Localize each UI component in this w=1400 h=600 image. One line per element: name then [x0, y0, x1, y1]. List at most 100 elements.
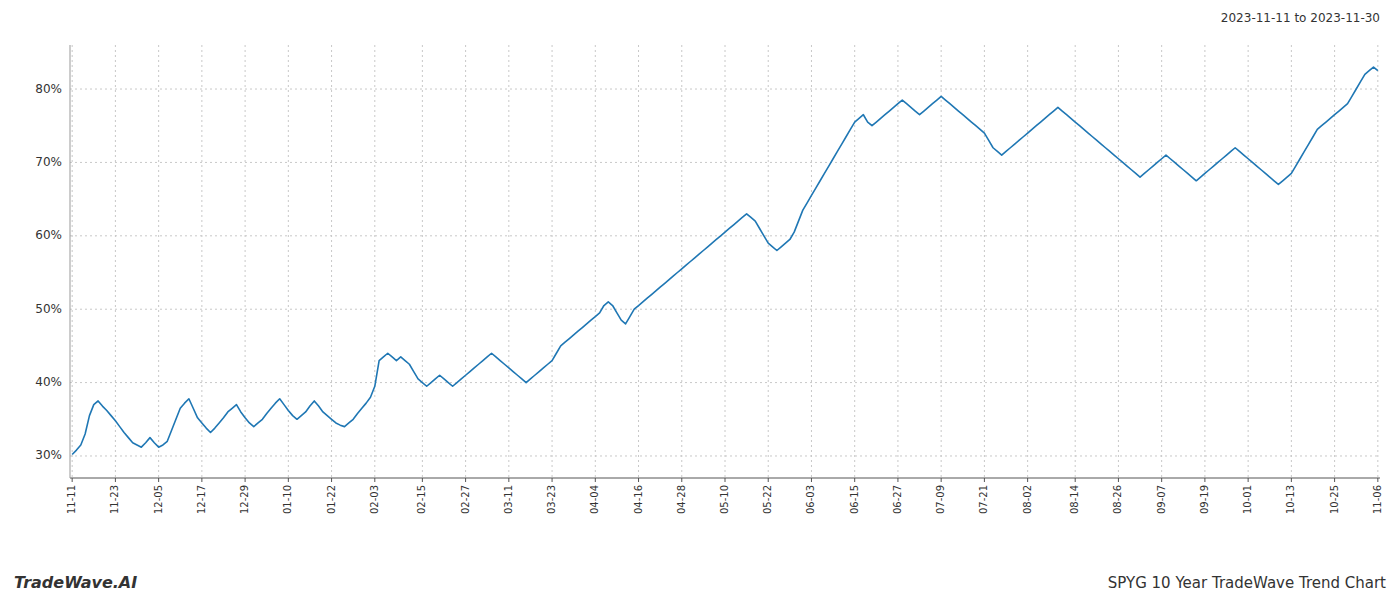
- x-tick: [768, 478, 769, 482]
- y-axis-line: [70, 45, 71, 478]
- x-tick-label: 02-27: [460, 485, 471, 514]
- x-tick: [595, 478, 596, 482]
- x-grid-line: [374, 45, 375, 478]
- chart: 30%40%50%60%70%80%11-1111-2312-0512-1712…: [0, 0, 1400, 600]
- x-tick-label: 01-22: [326, 485, 337, 514]
- x-tick-label: 04-28: [676, 485, 687, 514]
- x-grid-line: [595, 45, 596, 478]
- x-tick-label: 03-11: [503, 485, 514, 514]
- x-tick: [897, 478, 898, 482]
- x-tick-label: 02-15: [416, 485, 427, 514]
- x-tick-label: 08-14: [1069, 485, 1080, 514]
- y-tick-label: 70%: [35, 155, 62, 169]
- x-tick: [422, 478, 423, 482]
- x-grid-line: [1161, 45, 1162, 478]
- x-grid-line: [941, 45, 942, 478]
- x-tick-label: 10-01: [1242, 485, 1253, 514]
- x-axis-line: [70, 478, 1380, 479]
- y-tick-label: 80%: [35, 82, 62, 96]
- x-tick-label: 11-23: [109, 485, 120, 514]
- x-grid-line: [465, 45, 466, 478]
- x-grid-line: [1377, 45, 1378, 478]
- x-tick: [374, 478, 375, 482]
- plot-area: [72, 67, 1378, 455]
- y-tick-label: 30%: [35, 448, 62, 462]
- x-grid-line: [984, 45, 985, 478]
- x-tick: [854, 478, 855, 482]
- x-tick: [508, 478, 509, 482]
- x-grid-line: [422, 45, 423, 478]
- x-tick: [1204, 478, 1205, 482]
- x-tick-label: 12-17: [196, 485, 207, 514]
- x-tick: [1248, 478, 1249, 482]
- x-tick: [1334, 478, 1335, 482]
- x-tick-label: 03-23: [546, 485, 557, 514]
- x-grid-line: [1291, 45, 1292, 478]
- y-grid-line: [70, 162, 1380, 163]
- x-tick: [245, 478, 246, 482]
- x-grid-line: [72, 45, 73, 478]
- x-grid-line: [158, 45, 159, 478]
- x-grid-line: [1027, 45, 1028, 478]
- x-tick: [552, 478, 553, 482]
- x-tick: [1377, 478, 1378, 482]
- x-tick: [1291, 478, 1292, 482]
- x-tick-label: 08-26: [1112, 485, 1123, 514]
- x-grid-line: [1075, 45, 1076, 478]
- x-tick: [158, 478, 159, 482]
- x-grid-line: [115, 45, 116, 478]
- x-tick-label: 07-09: [935, 485, 946, 514]
- x-tick: [1027, 478, 1028, 482]
- trend-line: [72, 67, 1378, 455]
- x-tick-label: 01-10: [282, 485, 293, 514]
- x-grid-line: [552, 45, 553, 478]
- x-tick-label: 05-10: [719, 485, 730, 514]
- x-tick-label: 06-27: [892, 485, 903, 514]
- x-grid-line: [897, 45, 898, 478]
- x-grid-line: [201, 45, 202, 478]
- x-grid-line: [508, 45, 509, 478]
- title: SPYG 10 Year TradeWave Trend Chart: [1108, 574, 1386, 592]
- subtitle: 2023-11-11 to 2023-11-30: [1221, 11, 1380, 25]
- x-tick: [201, 478, 202, 482]
- x-grid-line: [1334, 45, 1335, 478]
- x-tick: [681, 478, 682, 482]
- x-grid-line: [854, 45, 855, 478]
- x-tick: [1075, 478, 1076, 482]
- x-grid-line: [638, 45, 639, 478]
- x-tick: [638, 478, 639, 482]
- y-tick-label: 50%: [35, 302, 62, 316]
- x-tick: [811, 478, 812, 482]
- x-tick-label: 07-21: [978, 485, 989, 514]
- x-tick: [115, 478, 116, 482]
- x-grid-line: [768, 45, 769, 478]
- x-tick: [72, 478, 73, 482]
- x-tick-label: 04-04: [589, 485, 600, 514]
- x-grid-line: [725, 45, 726, 478]
- x-grid-line: [811, 45, 812, 478]
- x-tick-label: 09-19: [1199, 485, 1210, 514]
- x-grid-line: [245, 45, 246, 478]
- axes: 30%40%50%60%70%80%11-1111-2312-0512-1712…: [35, 45, 1383, 514]
- x-tick: [288, 478, 289, 482]
- x-tick: [331, 478, 332, 482]
- x-tick-label: 10-25: [1329, 485, 1340, 514]
- x-tick: [984, 478, 985, 482]
- x-grid-line: [1204, 45, 1205, 478]
- y-grid-line: [70, 89, 1380, 90]
- x-tick-label: 12-29: [239, 485, 250, 514]
- x-tick-label: 11-11: [66, 485, 77, 514]
- x-tick-label: 06-03: [805, 485, 816, 514]
- x-grid-line: [681, 45, 682, 478]
- x-tick: [1118, 478, 1119, 482]
- y-tick-label: 60%: [35, 228, 62, 242]
- x-tick-label: 02-03: [369, 485, 380, 514]
- annotation: TradeWave.AI: [14, 573, 137, 592]
- x-tick-label: 11-06: [1372, 485, 1383, 514]
- x-tick-label: 09-07: [1156, 485, 1167, 514]
- y-tick-label: 40%: [35, 375, 62, 389]
- y-grid-line: [70, 309, 1380, 310]
- y-grid-line: [70, 382, 1380, 383]
- x-tick: [1161, 478, 1162, 482]
- x-tick-label: 05-22: [762, 485, 773, 514]
